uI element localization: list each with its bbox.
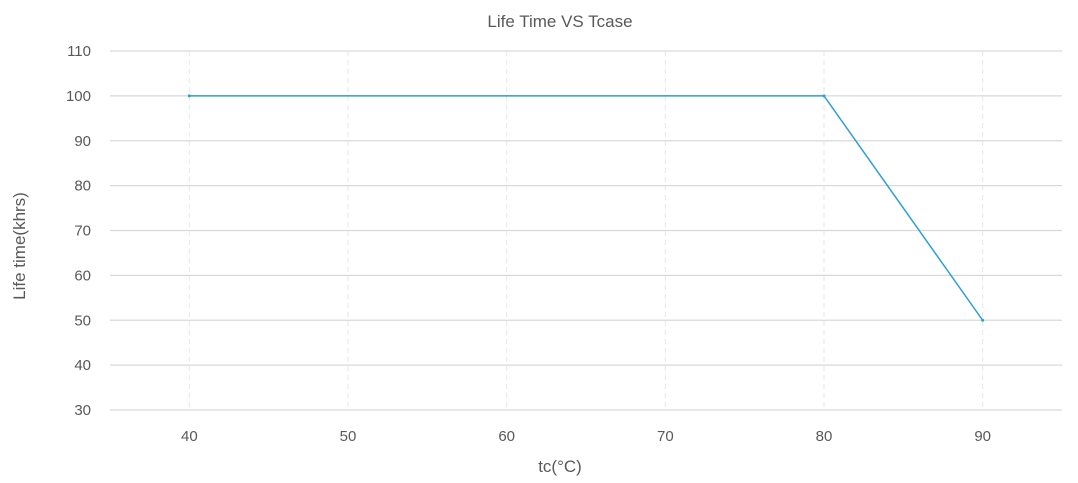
y-axis-title: Life time(khrs) [10, 192, 29, 300]
x-axis-title: tc(°C) [538, 457, 582, 476]
y-tick-label: 100 [66, 88, 91, 105]
x-tick-label: 40 [181, 428, 198, 445]
axis-ticks: 30 40 50 60 70 80 90 100 110 40 50 60 70 80 90 [66, 43, 991, 445]
x-tick-label: 50 [340, 428, 357, 445]
y-tick-label: 50 [74, 312, 91, 329]
y-tick-label: 60 [74, 267, 91, 284]
x-tick-label: 60 [498, 428, 515, 445]
x-tick-label: 80 [816, 428, 833, 445]
chart-title: Life Time VS Tcase [487, 12, 632, 31]
y-tick-label: 30 [74, 402, 91, 419]
data-point [981, 318, 985, 322]
y-tick-label: 40 [74, 357, 91, 374]
y-tick-label: 80 [74, 178, 91, 195]
x-tick-label: 70 [657, 428, 674, 445]
y-tick-label: 90 [74, 133, 91, 150]
series-line [189, 95, 984, 321]
data-point [822, 94, 826, 98]
y-tick-label: 70 [74, 223, 91, 240]
y-tick-label: 110 [67, 43, 91, 60]
x-tick-label: 90 [974, 428, 991, 445]
series [187, 94, 985, 322]
data-point [187, 94, 191, 98]
grid [110, 50, 1062, 411]
